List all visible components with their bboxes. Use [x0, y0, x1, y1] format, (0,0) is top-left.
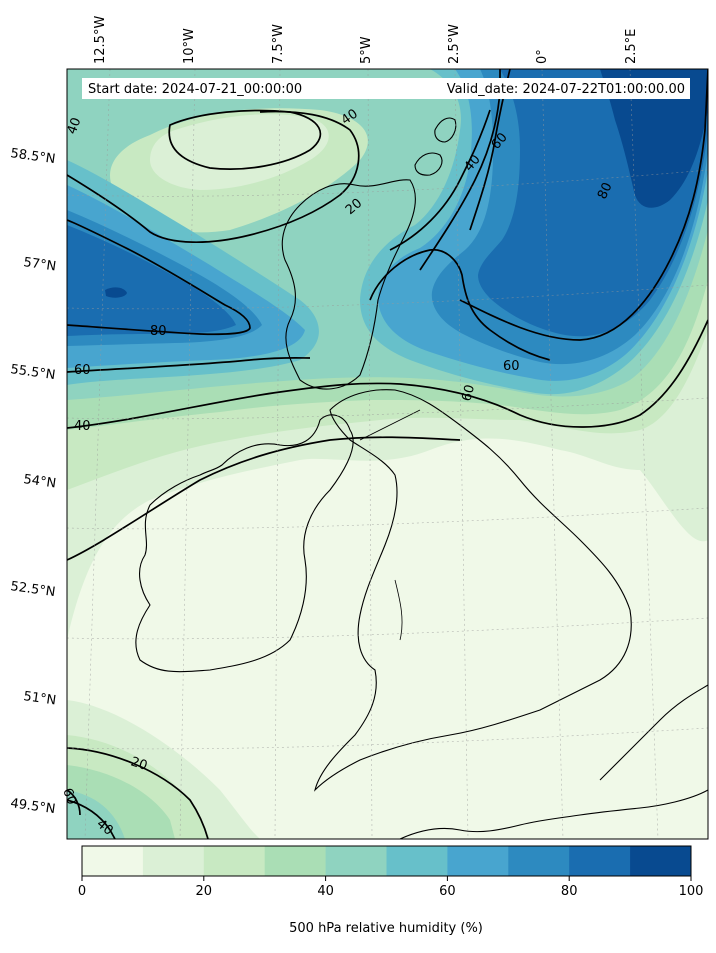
colorbar-segment [447, 846, 509, 876]
latitude-labels: 58.5°N 57°N 55.5°N 54°N 52.5°N 51°N 49.5… [9, 146, 57, 817]
lat-label-52-5n: 52.5°N [9, 579, 56, 600]
lon-label-5w: 5°W [359, 36, 374, 64]
colorbar-segment [508, 846, 570, 876]
valid-date-label: Valid_date: 2024-07-22T01:00:00.00 [447, 82, 685, 97]
lat-label-55-5n: 55.5°N [9, 362, 56, 383]
contour-40-south-corner [67, 799, 116, 839]
lon-label-12-5w: 12.5°W [93, 16, 108, 64]
contour-60-west [67, 356, 311, 373]
contour-label: 60 [74, 363, 91, 378]
contour-60-east [419, 69, 501, 271]
border-scotland-england [359, 409, 421, 441]
colorbar-segment [264, 846, 326, 876]
contour-80-west [67, 219, 251, 336]
contour-40-north [67, 110, 360, 244]
colorbar [82, 846, 692, 876]
contour-40-east [389, 109, 491, 251]
colorbar-ticks: 0 20 40 60 80 100 [78, 876, 704, 899]
coast-shetland [434, 117, 457, 143]
colorbar-tick-label: 40 [317, 884, 334, 899]
lat-label-58-5n: 58.5°N [9, 146, 56, 167]
colorbar-title: 500 hPa relative humidity (%) [289, 921, 483, 936]
humidity-band-90-100 [600, 69, 708, 208]
contour-40-central-band [67, 436, 461, 561]
colorbar-frame [81, 845, 692, 877]
coast-ireland [135, 414, 354, 673]
lat-label-49-5n: 49.5°N [9, 796, 56, 817]
lon-label-10w: 10°W [182, 28, 197, 64]
colorbar-segment [142, 846, 205, 876]
contour-40-south [67, 319, 708, 429]
coast-france-north [599, 684, 708, 781]
coast-scotland [281, 179, 416, 390]
contour-label: 60 [59, 786, 79, 807]
contour-label: 20 [129, 755, 149, 774]
colorbar-tick-label: 80 [561, 884, 578, 899]
colorbar-tick-label: 60 [439, 884, 456, 899]
contour-label: 80 [595, 180, 616, 201]
contour-label: 40 [74, 419, 91, 434]
lon-label-2-5e: 2.5°E [624, 29, 639, 64]
contour-20-south [67, 747, 209, 839]
lon-label-0: 0° [535, 49, 550, 64]
date-header-box [82, 78, 690, 99]
gridlines [67, 69, 708, 839]
contour-label: 80 [150, 324, 167, 339]
colorbar-segment [325, 846, 387, 876]
lon-label-7-5w: 7.5°W [271, 24, 286, 64]
contour-40-loop [168, 109, 322, 170]
border-wales [394, 579, 403, 641]
lat-label-51n: 51°N [22, 689, 57, 708]
colorbar-segment [630, 846, 692, 876]
borders [359, 409, 421, 641]
colorbar-segment [569, 846, 631, 876]
contour-label: 60 [459, 383, 478, 403]
humidity-tongue-north-inner [150, 114, 329, 190]
start-date-label: Start date: 2024-07-21_00:00:00 [88, 82, 302, 97]
colorbar-tick-label: 0 [78, 884, 86, 899]
humidity-band-80-90 [67, 225, 236, 336]
coast-great-britain [313, 389, 632, 792]
contour-label: 40 [65, 116, 85, 137]
colorbar-tick-label: 100 [679, 884, 704, 899]
contour-label: 60 [503, 359, 520, 374]
contour-lines [67, 69, 708, 839]
longitude-labels: 12.5°W 10°W 7.5°W 5°W 2.5°W 0° 2.5°E [93, 16, 639, 64]
colorbar-segment [203, 846, 266, 876]
map-area [67, 69, 708, 839]
colorbar-tick-label: 20 [196, 884, 213, 899]
contour-80-east-box [459, 69, 708, 341]
coast-france [399, 789, 708, 839]
contour-60-central [369, 249, 551, 361]
lat-label-54n: 54°N [22, 472, 57, 491]
contour-60-south-corner [67, 789, 81, 816]
lat-label-57n: 57°N [22, 255, 57, 274]
colorbar-segment [82, 846, 144, 876]
map-frame [66, 68, 709, 840]
humidity-band-90-100-west [105, 287, 127, 298]
lon-label-2-5w: 2.5°W [447, 24, 462, 64]
coastlines [135, 117, 708, 839]
coast-orkney [414, 152, 443, 176]
colorbar-segment [386, 846, 448, 876]
